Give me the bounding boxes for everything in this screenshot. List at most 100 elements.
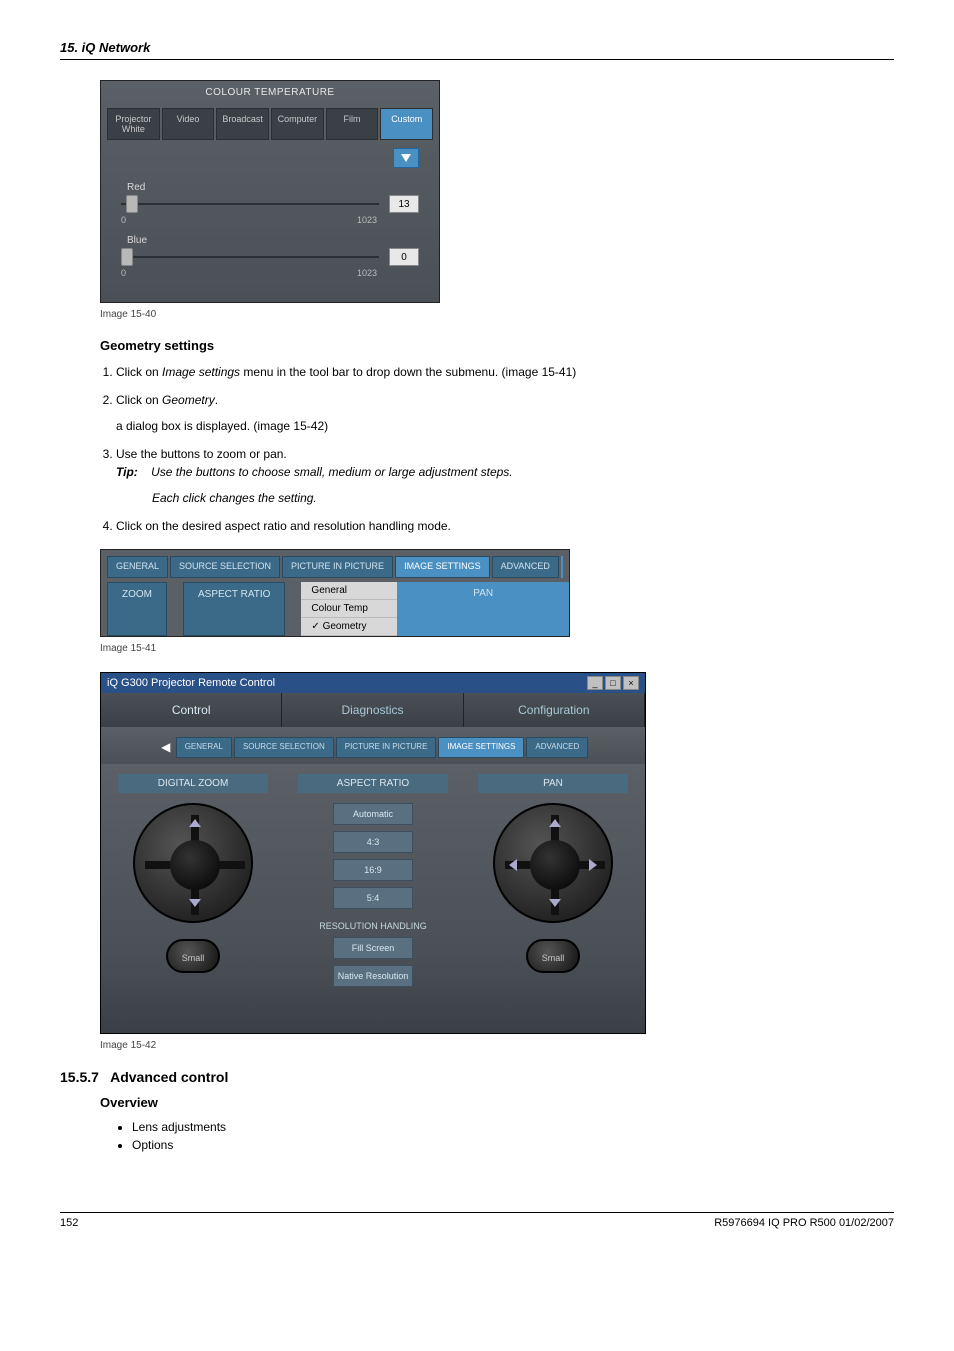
ct-slider-red-max: 1023 xyxy=(357,215,377,225)
ct-slider-blue-min: 0 xyxy=(121,268,126,278)
ct-tab-custom[interactable]: Custom xyxy=(380,108,433,140)
bullet-options: Options xyxy=(132,1138,894,1152)
geo-subtab-image-settings[interactable]: IMAGE SETTINGS xyxy=(438,737,524,758)
geo-window-title: iQ G300 Projector Remote Control xyxy=(107,677,275,689)
ct-tab-broadcast[interactable]: Broadcast xyxy=(216,108,269,140)
geo-pan-dpad[interactable] xyxy=(493,803,613,923)
heading-number: 15.5.7 xyxy=(60,1069,99,1085)
tb-tab-pip[interactable]: PICTURE IN PICTURE xyxy=(282,556,393,578)
overview-bullets: Lens adjustments Options xyxy=(116,1120,894,1152)
geo-maintab-diagnostics[interactable]: Diagnostics xyxy=(282,693,463,727)
geo-zoom-step-button[interactable]: Small xyxy=(166,939,220,973)
heading-text: Advanced control xyxy=(110,1069,228,1085)
geo-subtab-pip[interactable]: PICTURE IN PICTURE xyxy=(336,737,437,758)
figure-colour-temperature: COLOUR TEMPERATURE Projector White Video… xyxy=(100,80,894,303)
figure-toolbar-submenu: GENERAL SOURCE SELECTION PICTURE IN PICT… xyxy=(100,549,894,637)
geo-col-aspect-title: ASPECT RATIO xyxy=(298,774,448,793)
tb-menu-general[interactable]: General xyxy=(301,582,397,600)
heading-advanced-control: 15.5.7 Advanced control xyxy=(60,1069,894,1085)
geo-col-pan-title: PAN xyxy=(478,774,628,793)
ct-slider-blue-label: Blue xyxy=(127,235,419,246)
geo-opt-5-4[interactable]: 5:4 xyxy=(333,887,413,909)
step-4: Click on the desired aspect ratio and re… xyxy=(116,517,894,535)
tb-tab-source[interactable]: SOURCE SELECTION xyxy=(170,556,280,578)
maximize-icon[interactable]: □ xyxy=(605,676,621,690)
ct-dropdown-button[interactable] xyxy=(393,148,419,168)
tb-btn-aspect-ratio[interactable]: ASPECT RATIO xyxy=(183,582,285,636)
tb-menu-colour-temp[interactable]: Colour Temp xyxy=(301,600,397,618)
ct-panel: COLOUR TEMPERATURE Projector White Video… xyxy=(100,80,440,303)
ct-slider-blue: Blue 0 0 1023 xyxy=(121,235,419,278)
figure-caption-15-42: Image 15-42 xyxy=(100,1040,894,1051)
ct-tab-film[interactable]: Film xyxy=(326,108,379,140)
heading-geometry-settings: Geometry settings xyxy=(100,338,894,353)
tb-tab-image-settings[interactable]: IMAGE SETTINGS xyxy=(395,556,490,578)
geo-opt-16-9[interactable]: 16:9 xyxy=(333,859,413,881)
geo-subtab-general[interactable]: GENERAL xyxy=(176,737,232,758)
ct-tabs: Projector White Video Broadcast Computer… xyxy=(101,104,439,140)
ct-slider-blue-track[interactable] xyxy=(121,248,379,266)
ct-slider-red-label: Red xyxy=(127,182,419,193)
geo-titlebar: iQ G300 Projector Remote Control _ □ × xyxy=(101,673,645,693)
page-footer: 152 R5976694 IQ PRO R500 01/02/2007 xyxy=(60,1212,894,1229)
figure-geometry-window: iQ G300 Projector Remote Control _ □ × C… xyxy=(100,672,894,1034)
ct-slider-red-track[interactable] xyxy=(121,195,379,213)
page-number: 152 xyxy=(60,1217,78,1229)
step-3: Use the buttons to zoom or pan. Tip: Use… xyxy=(116,445,894,507)
ct-slider-red: Red 13 0 1023 xyxy=(121,182,419,225)
geo-col-zoom-title: DIGITAL ZOOM xyxy=(118,774,268,793)
ct-tab-computer[interactable]: Computer xyxy=(271,108,324,140)
tb-menu-geometry[interactable]: Geometry xyxy=(301,618,397,636)
tip-text-2: Each click changes the setting. xyxy=(152,489,894,507)
tb-btn-zoom[interactable]: ZOOM xyxy=(107,582,167,636)
tb-panel: GENERAL SOURCE SELECTION PICTURE IN PICT… xyxy=(100,549,570,637)
section-header: 15. iQ Network xyxy=(60,40,894,55)
geo-opt-fill-screen[interactable]: Fill Screen xyxy=(333,937,413,959)
geo-maintab-control[interactable]: Control xyxy=(101,693,282,727)
geo-col-zoom: DIGITAL ZOOM Small xyxy=(118,774,268,993)
heading-overview: Overview xyxy=(100,1095,894,1110)
steps-list: Click on Image settings menu in the tool… xyxy=(100,363,894,535)
tb-tab-general[interactable]: GENERAL xyxy=(107,556,168,578)
geo-subtab-prev-icon[interactable]: ◀ xyxy=(158,737,174,758)
geo-zoom-dpad[interactable] xyxy=(133,803,253,923)
geo-pan-step-button[interactable]: Small xyxy=(526,939,580,973)
geo-subtab-advanced[interactable]: ADVANCED xyxy=(526,737,588,758)
figure-caption-15-41: Image 15-41 xyxy=(100,643,894,654)
header-rule xyxy=(60,59,894,60)
ct-tab-projector-white[interactable]: Projector White xyxy=(107,108,160,140)
bullet-lens: Lens adjustments xyxy=(132,1120,894,1134)
step-2: Click on Geometry. a dialog box is displ… xyxy=(116,391,894,435)
chevron-down-icon xyxy=(401,154,411,162)
ct-slider-red-value: 13 xyxy=(389,195,419,213)
minimize-icon[interactable]: _ xyxy=(587,676,603,690)
geo-opt-automatic[interactable]: Automatic xyxy=(333,803,413,825)
ct-slider-blue-value: 0 xyxy=(389,248,419,266)
figure-caption-15-40: Image 15-40 xyxy=(100,309,894,320)
ct-dropdown-row xyxy=(121,148,419,168)
geo-window: iQ G300 Projector Remote Control _ □ × C… xyxy=(100,672,646,1034)
step-2-sub: a dialog box is displayed. (image 15-42) xyxy=(116,417,894,435)
geo-res-handling-label: RESOLUTION HANDLING xyxy=(298,921,448,931)
geo-maintab-configuration[interactable]: Configuration xyxy=(464,693,645,727)
tip-text-1: Use the buttons to choose small, medium … xyxy=(151,465,513,479)
tb-spacer xyxy=(561,556,563,578)
ct-slider-blue-thumb[interactable] xyxy=(121,248,133,266)
close-icon[interactable]: × xyxy=(623,676,639,690)
tb-tab-advanced[interactable]: ADVANCED xyxy=(492,556,559,578)
ct-slider-blue-max: 1023 xyxy=(357,268,377,278)
ct-slider-red-thumb[interactable] xyxy=(126,195,138,213)
tb-dropdown-menu: General Colour Temp Geometry xyxy=(301,582,397,636)
geo-col-pan: PAN Small xyxy=(478,774,628,993)
geo-opt-4-3[interactable]: 4:3 xyxy=(333,831,413,853)
ct-tab-video[interactable]: Video xyxy=(162,108,215,140)
geo-subtab-source[interactable]: SOURCE SELECTION xyxy=(234,737,334,758)
doc-id: R5976694 IQ PRO R500 01/02/2007 xyxy=(714,1217,894,1229)
ct-panel-title: COLOUR TEMPERATURE xyxy=(101,81,439,104)
geo-col-aspect: ASPECT RATIO Automatic 4:3 16:9 5:4 RESO… xyxy=(298,774,448,993)
geo-opt-native-res[interactable]: Native Resolution xyxy=(333,965,413,987)
ct-slider-red-min: 0 xyxy=(121,215,126,225)
step-1: Click on Image settings menu in the tool… xyxy=(116,363,894,381)
tip-label: Tip: xyxy=(116,465,138,479)
tb-btn-pan[interactable]: PAN xyxy=(397,582,569,636)
